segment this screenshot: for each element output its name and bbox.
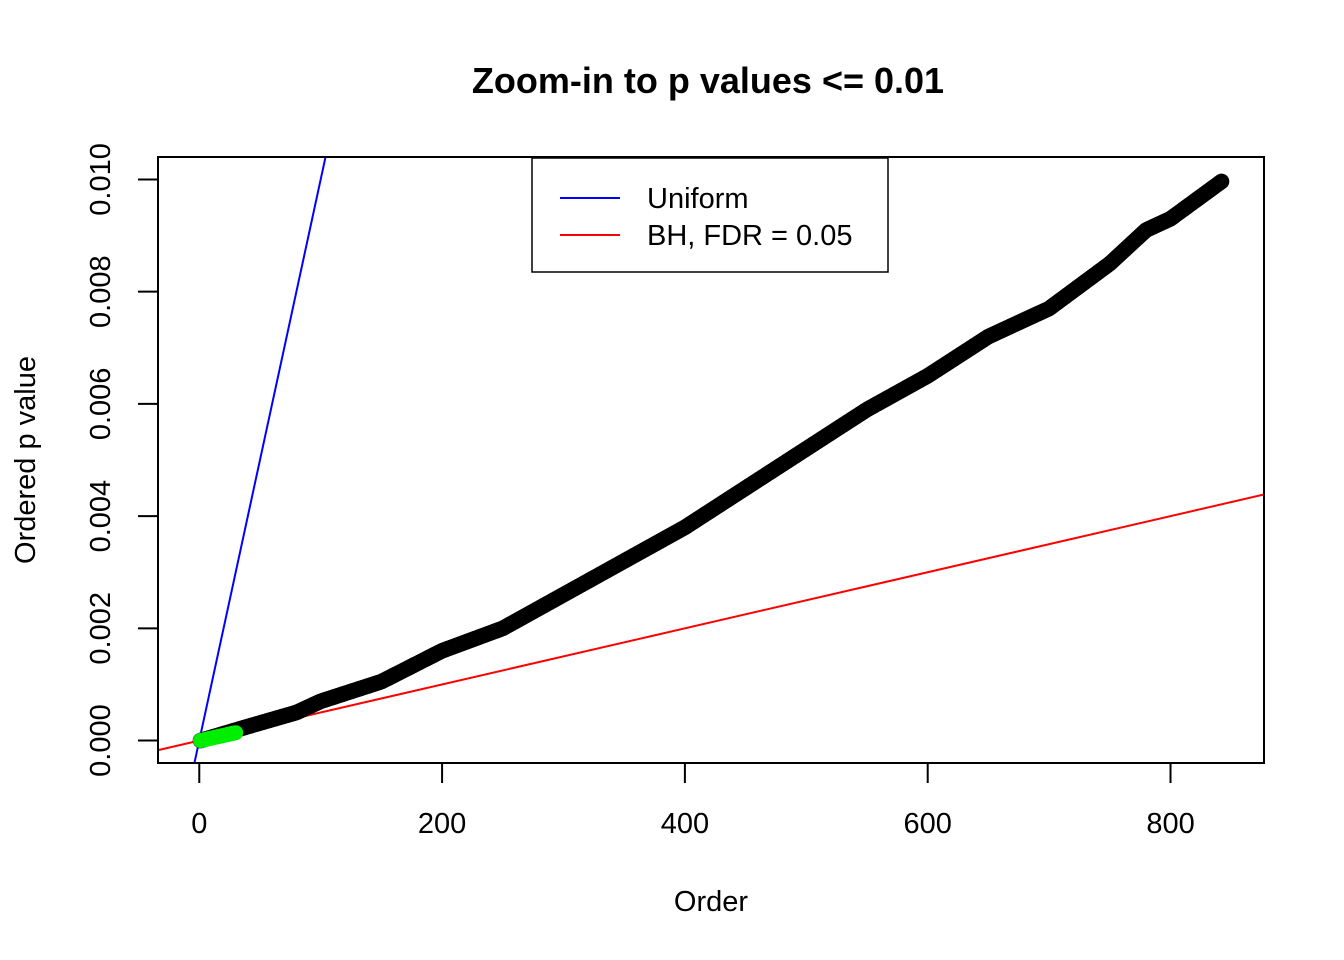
y-tick-label: 0.008	[85, 255, 117, 328]
x-axis: 0 200 400 600 800	[191, 762, 1195, 840]
reference-line-1	[158, 493, 1264, 752]
y-axis-label: Ordered p value	[10, 356, 42, 564]
y-tick-label: 0.002	[85, 592, 117, 665]
legend-label-uniform: Uniform	[647, 183, 749, 215]
legend-label-bh: BH, FDR = 0.05	[647, 220, 853, 252]
x-tick-label: 800	[1146, 808, 1194, 840]
chart-title: Zoom-in to p values <= 0.01	[472, 60, 944, 101]
data-points	[192, 173, 1230, 749]
data-point	[228, 725, 244, 741]
series-1	[192, 725, 244, 749]
y-axis: 0.000 0.002 0.004 0.006 0.008 0.010	[85, 143, 159, 777]
reference-line-0	[193, 157, 327, 763]
legend: Uniform BH, FDR = 0.05	[531, 157, 889, 273]
data-point	[1213, 173, 1230, 190]
reference-lines	[158, 157, 1264, 763]
y-tick-label: 0.010	[85, 143, 117, 216]
y-tick-label: 0.000	[85, 704, 117, 777]
y-tick-label: 0.006	[85, 368, 117, 441]
x-tick-label: 0	[191, 808, 207, 840]
x-tick-label: 600	[904, 808, 952, 840]
y-tick-label: 0.004	[85, 480, 117, 553]
x-axis-label: Order	[674, 886, 748, 918]
x-tick-label: 200	[418, 808, 466, 840]
legend-box	[531, 157, 889, 273]
x-tick-label: 400	[661, 808, 709, 840]
